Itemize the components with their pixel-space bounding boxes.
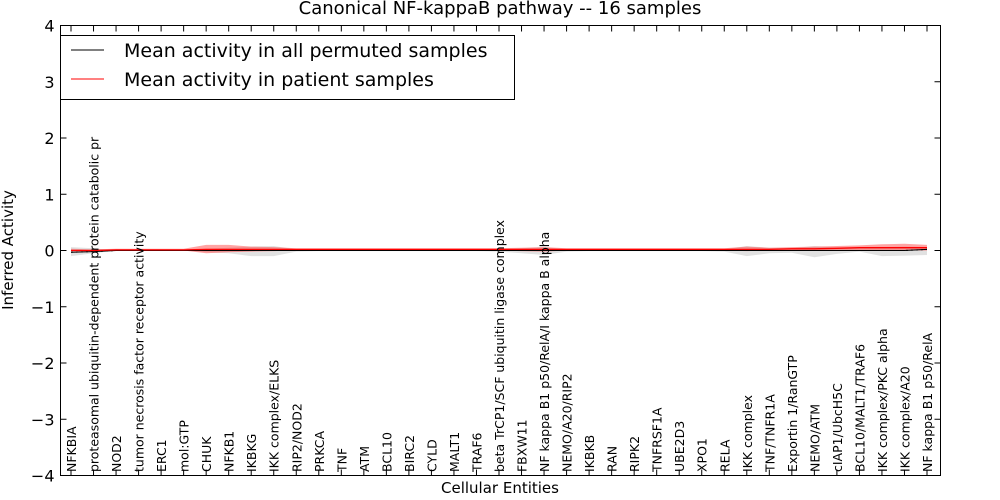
x-tick-label: BCL10 — [379, 432, 394, 472]
x-tick-label: NF kappa B1 p50/RelA/I kappa B alpha — [537, 232, 552, 472]
legend-label-permuted: Mean activity in all permuted samples — [124, 40, 487, 62]
series-lines — [70, 247, 928, 253]
x-tick-label: RIPK2 — [627, 436, 642, 472]
legend: Mean activity in all permuted samples Me… — [60, 35, 515, 100]
x-tick-label: tumor necrosis factor receptor activity — [132, 231, 147, 472]
x-tick-label: TRAF6 — [469, 432, 484, 473]
y-tick-label: 4 — [44, 17, 54, 36]
series-line-permuted — [70, 248, 928, 253]
x-tick-label: PRKCA — [312, 431, 327, 472]
legend-label-patient: Mean activity in patient samples — [124, 69, 434, 91]
y-tick-label: −4 — [31, 467, 55, 486]
x-tick-label: TNF — [334, 448, 349, 473]
y-axis-label: Inferred Activity — [0, 190, 17, 310]
x-tick-label: proteasomal ubiquitin-dependent protein … — [87, 136, 102, 472]
y-tick-label: 2 — [44, 129, 54, 148]
x-tick-label: NFKB1 — [222, 431, 237, 472]
x-tick-label: mol:GTP — [177, 420, 192, 472]
x-tick-label: ATM — [357, 446, 372, 472]
x-tick-label: beta TrCP1/SCF ubiquitin ligase complex — [492, 220, 507, 472]
x-tick-label: NEMO/A20/RIP2 — [560, 373, 575, 472]
x-tick-label: CYLD — [424, 439, 439, 472]
x-tick-label: IKK complex/A20 — [897, 366, 912, 472]
x-tick-label: RIP2/NOD2 — [289, 403, 304, 472]
x-tick-label: NFKBIA — [64, 426, 79, 472]
x-tick-label: IKBKB — [582, 435, 597, 472]
series-line-patient — [71, 247, 927, 252]
x-tick-label: IKK complex — [740, 395, 755, 472]
x-tick-label: BIRC2 — [402, 435, 417, 472]
x-tick-label: TNF/TNFR1A — [762, 394, 777, 473]
x-axis-label: Cellular Entities — [441, 479, 559, 497]
x-tick-label: UBE2D3 — [672, 421, 687, 472]
x-tick-label: IKK complex/ELKS — [267, 360, 282, 472]
x-tick-label: XPO1 — [695, 438, 710, 472]
x-tick-label: cIAP1/UbcH5C — [830, 383, 845, 472]
y-tick-label: −1 — [31, 298, 55, 317]
x-tick-label: FBXW11 — [515, 419, 530, 472]
y-tick-label: 3 — [44, 73, 54, 92]
x-tick-label: Exportin 1/RanGTP — [785, 355, 800, 472]
band-patient — [71, 243, 927, 254]
x-tick-label: MALT1 — [447, 432, 462, 472]
x-tick-label: RELA — [717, 439, 732, 472]
x-tick-label: ERC1 — [154, 439, 169, 472]
y-axis: −4 −3 −2 −1 0 1 2 3 4 — [31, 17, 941, 486]
x-tick-label: NOD2 — [109, 435, 124, 472]
y-tick-label: −2 — [31, 354, 55, 373]
y-tick-label: −3 — [31, 410, 55, 429]
x-tick-label: BCL10/MALT1/TRAF6 — [852, 344, 867, 472]
x-tick-label: RAN — [605, 446, 620, 472]
legend-box — [60, 35, 515, 100]
x-tick-label: IKK complex/PKC alpha — [875, 328, 890, 472]
x-tick-label: NF kappa B1 p50/RelA — [920, 332, 935, 472]
y-tick-label: 0 — [44, 242, 54, 261]
x-axis: NFKBIA proteasomal ubiquitin-dependent pr… — [64, 25, 935, 476]
x-tick-label: NEMO/ATM — [807, 404, 822, 472]
chart-title: Canonical NF-kappaB pathway -- 16 sample… — [299, 0, 702, 19]
x-tick-label: TNFRSF1A — [650, 407, 665, 473]
y-tick-label: 1 — [44, 185, 54, 204]
x-tick-label: IKBKG — [244, 434, 259, 472]
x-tick-label: CHUK — [199, 436, 214, 472]
